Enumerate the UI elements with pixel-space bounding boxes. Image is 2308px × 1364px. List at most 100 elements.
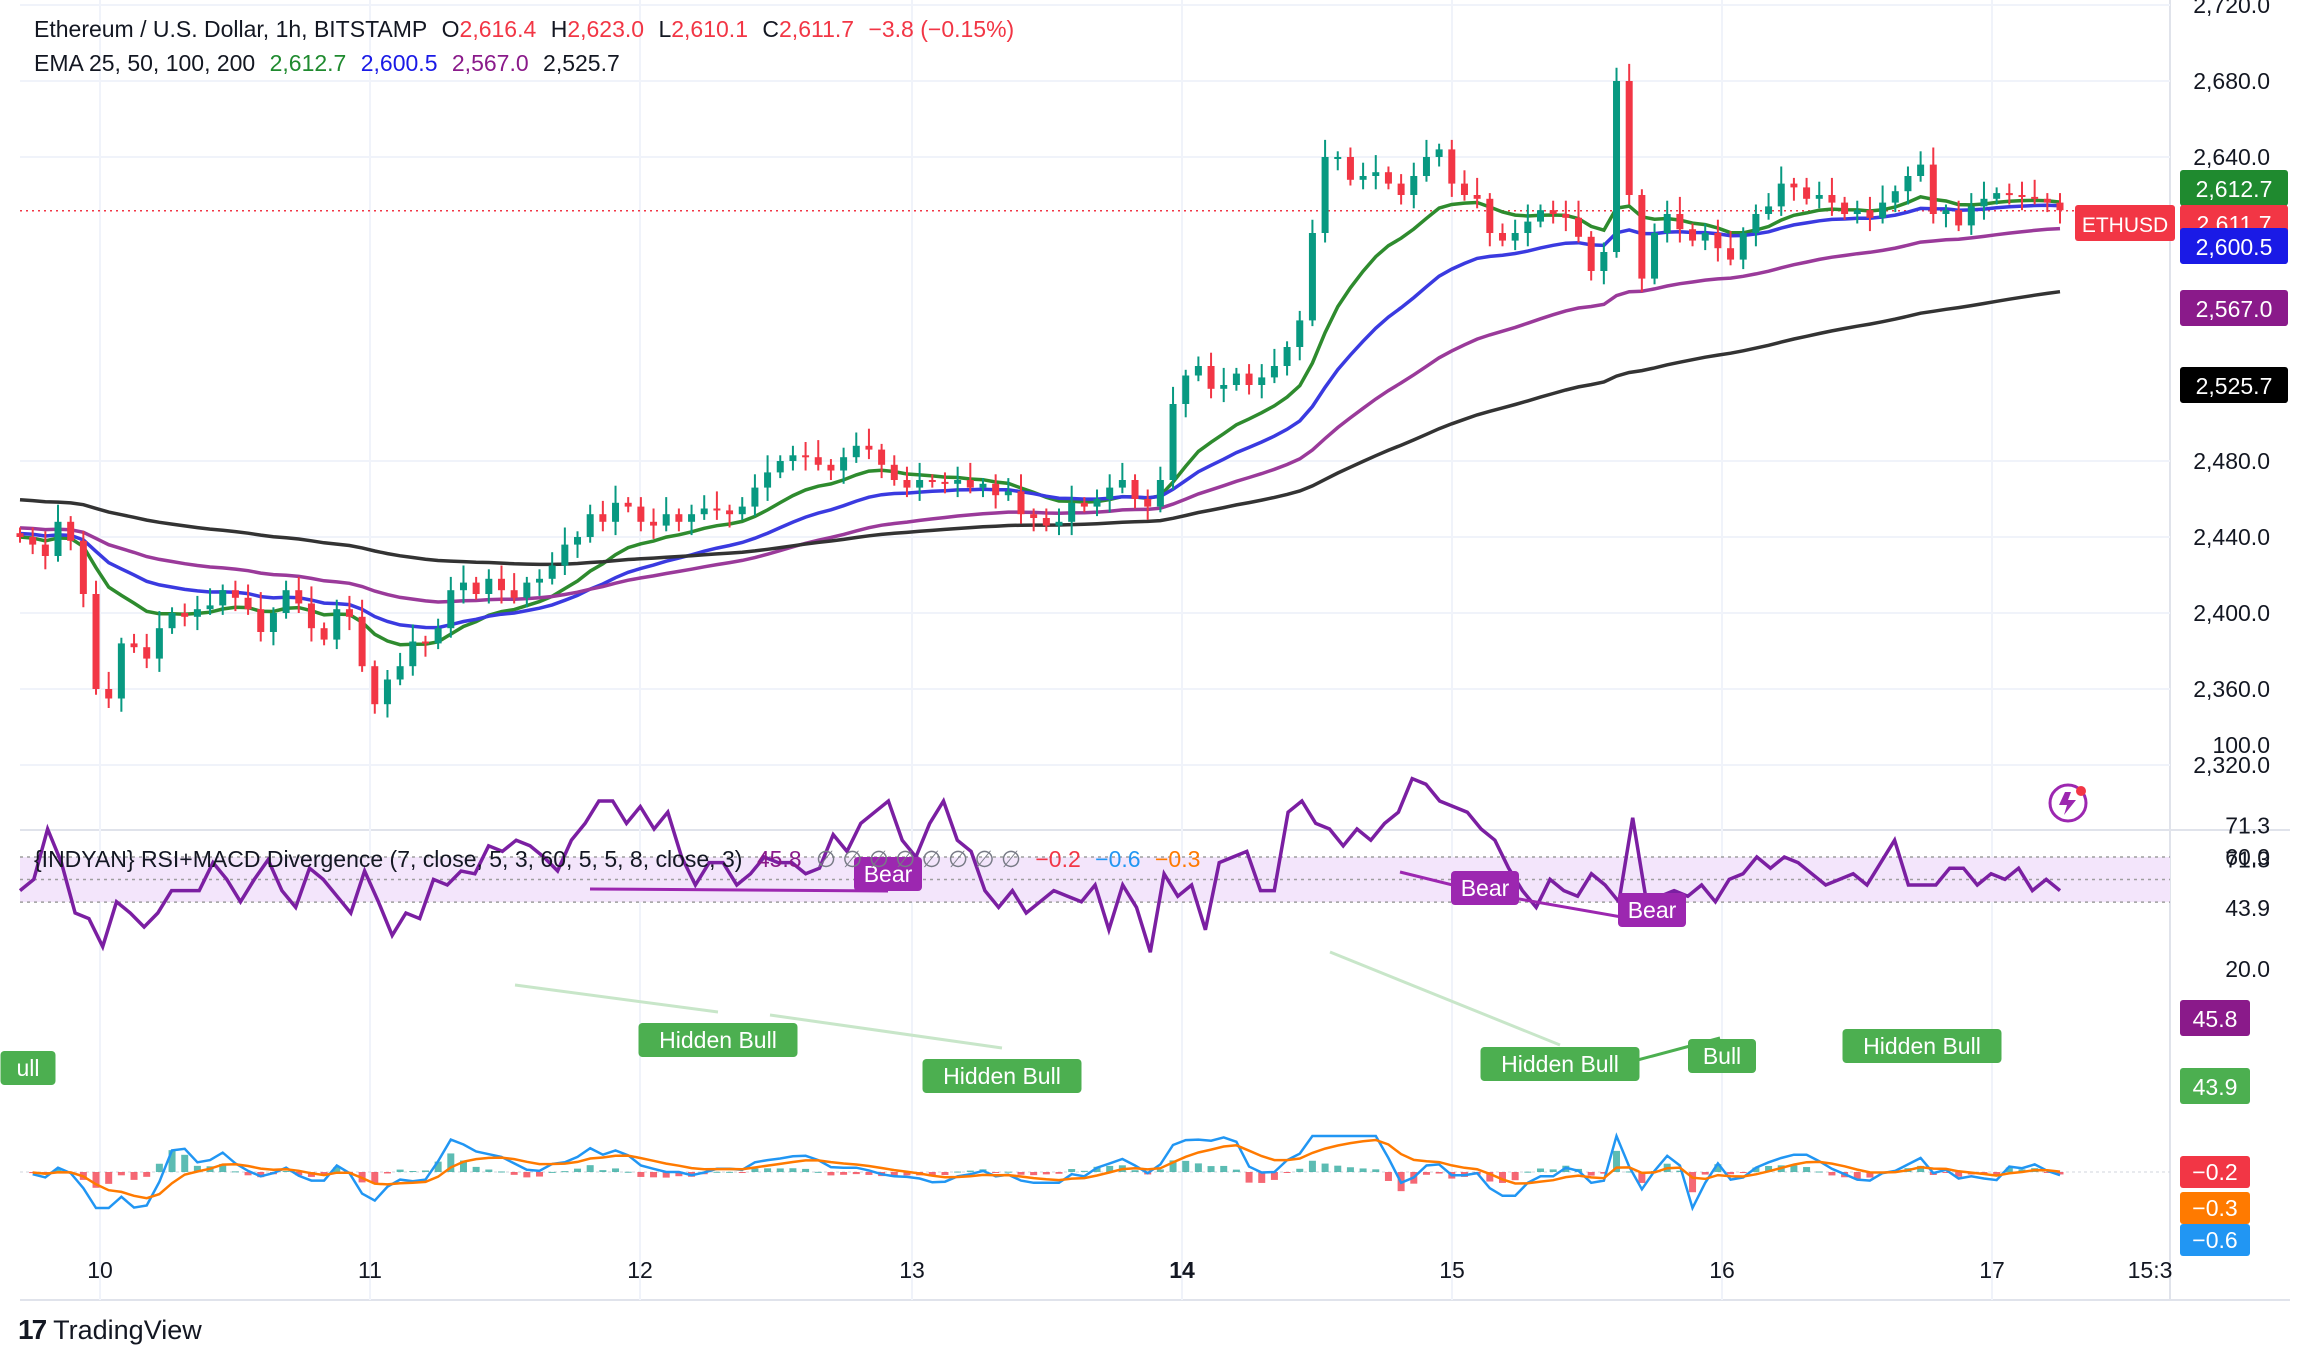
- candle: [903, 466, 911, 498]
- macd-histogram-bar: [1727, 1172, 1735, 1175]
- candle-body: [143, 647, 151, 659]
- candle-body: [371, 666, 379, 705]
- bear-label: Bear: [1451, 871, 1519, 905]
- candle: [383, 670, 391, 718]
- candle: [1701, 223, 1709, 251]
- candle: [662, 497, 670, 532]
- candle: [650, 508, 658, 539]
- candle-body: [155, 628, 163, 659]
- candle: [29, 527, 37, 555]
- candle-body: [1689, 229, 1697, 241]
- indicator-name: {INDYAN} RSI+MACD Divergence (7, close, …: [34, 846, 743, 872]
- macd-histogram-bar: [447, 1153, 455, 1172]
- candle: [168, 607, 176, 634]
- price-tag-text: 2,612.7: [2196, 176, 2273, 202]
- candle-body: [510, 590, 518, 598]
- price-tick-label: 2,320.0: [2193, 752, 2270, 778]
- candle-body: [244, 597, 252, 610]
- macd-histogram-bar: [903, 1172, 911, 1176]
- candle-body: [802, 455, 810, 458]
- candle: [586, 504, 594, 543]
- candle-body: [992, 483, 1000, 496]
- candle: [1511, 219, 1519, 251]
- macd-histogram-bar: [485, 1169, 493, 1172]
- macd-histogram-bar: [1004, 1171, 1012, 1173]
- candle-body: [1790, 183, 1798, 188]
- candle: [320, 622, 328, 646]
- candle-body: [814, 457, 822, 465]
- candle-body: [1460, 183, 1468, 195]
- price-tag-box: [2180, 170, 2288, 206]
- macd-histogram-bar: [1486, 1172, 1494, 1182]
- candle: [497, 565, 505, 604]
- macd-histogram-bar: [776, 1168, 784, 1172]
- candle: [206, 588, 214, 615]
- time-tick-label: 15:3: [2128, 1257, 2173, 1283]
- ema200-value: 2,525.7: [543, 50, 620, 76]
- candle-body: [434, 628, 442, 644]
- macd-histogram-bar: [1220, 1165, 1228, 1172]
- macd-histogram-bar: [548, 1171, 556, 1173]
- indicator-value: 45.8: [756, 846, 802, 872]
- candle-body: [1714, 233, 1722, 249]
- hidden-bull-line: [769, 1013, 1003, 1050]
- macd-histogram-bar: [624, 1171, 632, 1173]
- candle: [1258, 364, 1266, 399]
- candle-body: [1080, 502, 1088, 507]
- snapshot-icon[interactable]: [2048, 783, 2088, 823]
- candle: [878, 443, 886, 479]
- label-text: Hidden Bull: [659, 1027, 777, 1053]
- candle: [1156, 466, 1164, 513]
- price-tick-label: 2,720.0: [2193, 0, 2270, 18]
- tradingview-brand[interactable]: 17 TradingView: [18, 1314, 202, 1346]
- candle: [1790, 177, 1798, 201]
- candle: [561, 527, 569, 575]
- candle: [700, 495, 708, 520]
- price-tag-box: [2180, 290, 2288, 326]
- candle: [1980, 181, 1988, 220]
- macd-histogram-bar: [890, 1172, 898, 1177]
- ema-line: [19, 203, 2061, 630]
- bull-label: Hidden Bull: [638, 1023, 798, 1057]
- candle-body: [726, 510, 734, 515]
- candle: [1004, 478, 1012, 501]
- macd-histogram-bar: [1017, 1172, 1025, 1175]
- candle: [1093, 489, 1101, 517]
- macd-histogram-bar: [2018, 1169, 2026, 1172]
- candle-body: [574, 537, 582, 545]
- candle-body: [966, 480, 974, 488]
- candle-body: [612, 502, 620, 522]
- candle-body: [2043, 198, 2051, 203]
- candle: [117, 637, 125, 712]
- macd-histogram-bar: [282, 1170, 290, 1172]
- candle: [814, 440, 822, 471]
- candle: [41, 531, 49, 570]
- price-tick-label: 2,480.0: [2193, 448, 2270, 474]
- price-tag-box: [2180, 228, 2288, 264]
- candle: [1866, 196, 1874, 232]
- high-label: H: [550, 16, 568, 42]
- macd-histogram-bar: [1828, 1172, 1836, 1176]
- macd-histogram-bar: [1283, 1172, 1291, 1173]
- candle-body: [105, 689, 113, 699]
- macd-histogram-bar: [1714, 1164, 1722, 1172]
- macd-histogram-bar: [383, 1172, 391, 1174]
- macd-histogram-bar: [1080, 1170, 1088, 1172]
- candle: [2005, 183, 2013, 205]
- candle: [738, 497, 746, 520]
- candle-body: [738, 506, 746, 515]
- ema-legend: EMA 25, 50, 100, 200 2,612.7 2,600.5 2,5…: [34, 49, 628, 77]
- candle: [966, 462, 974, 494]
- candle-body: [231, 590, 239, 598]
- macd-histogram-bar: [231, 1171, 239, 1173]
- price-tag: 2,567.0: [2180, 290, 2288, 326]
- candle-body: [1929, 164, 1937, 214]
- macd-histogram-bar: [1372, 1169, 1380, 1172]
- candle-body: [1410, 176, 1418, 195]
- candle-body: [345, 609, 353, 617]
- close-value: 2,611.7: [779, 16, 855, 42]
- candle: [1359, 162, 1367, 190]
- macd-histogram-bar: [1042, 1172, 1050, 1175]
- candle-body: [1727, 248, 1735, 260]
